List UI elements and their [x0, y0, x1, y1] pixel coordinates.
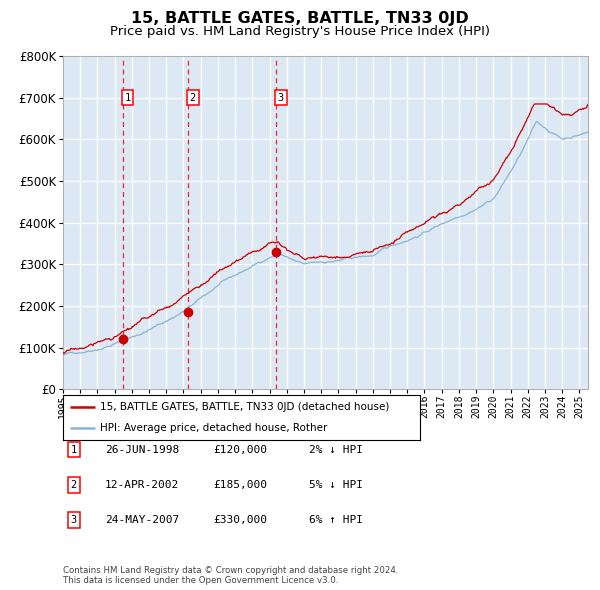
Text: 1: 1 [124, 93, 131, 103]
Text: 24-MAY-2007: 24-MAY-2007 [105, 516, 179, 525]
Text: HPI: Average price, detached house, Rother: HPI: Average price, detached house, Roth… [100, 422, 328, 432]
Text: 5% ↓ HPI: 5% ↓ HPI [309, 480, 363, 490]
Text: £185,000: £185,000 [213, 480, 267, 490]
Text: £330,000: £330,000 [213, 516, 267, 525]
Text: 15, BATTLE GATES, BATTLE, TN33 0JD: 15, BATTLE GATES, BATTLE, TN33 0JD [131, 11, 469, 25]
Text: 2: 2 [190, 93, 196, 103]
Text: 2: 2 [71, 480, 77, 490]
Text: Contains HM Land Registry data © Crown copyright and database right 2024.
This d: Contains HM Land Registry data © Crown c… [63, 566, 398, 585]
Text: 12-APR-2002: 12-APR-2002 [105, 480, 179, 490]
Text: 26-JUN-1998: 26-JUN-1998 [105, 445, 179, 454]
Text: 6% ↑ HPI: 6% ↑ HPI [309, 516, 363, 525]
Text: Price paid vs. HM Land Registry's House Price Index (HPI): Price paid vs. HM Land Registry's House … [110, 25, 490, 38]
Text: 3: 3 [278, 93, 284, 103]
Text: 3: 3 [71, 516, 77, 525]
Text: 1: 1 [71, 445, 77, 454]
Text: 15, BATTLE GATES, BATTLE, TN33 0JD (detached house): 15, BATTLE GATES, BATTLE, TN33 0JD (deta… [100, 402, 390, 412]
Text: 2% ↓ HPI: 2% ↓ HPI [309, 445, 363, 454]
Text: £120,000: £120,000 [213, 445, 267, 454]
